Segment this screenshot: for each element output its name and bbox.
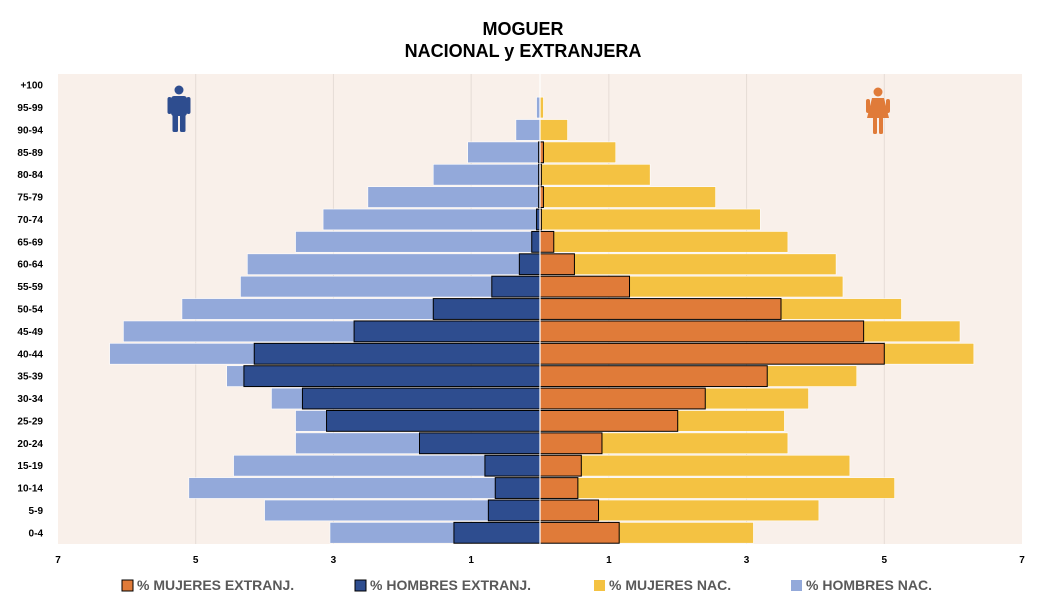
man-icon xyxy=(167,85,191,132)
bar-right-extranj-45-49 xyxy=(539,320,865,343)
bar-left-nac-90-94 xyxy=(515,119,541,141)
bar-left-nac-85-89 xyxy=(467,141,541,164)
y-tick-label: 35-39 xyxy=(17,372,43,383)
bar-right-nac-90-94 xyxy=(539,119,568,141)
x-tick-label: 1 xyxy=(468,555,474,566)
bar-right-extranj-55-59 xyxy=(539,275,631,298)
y-tick-label: 10-14 xyxy=(17,484,43,495)
legend: % MUJERES EXTRANJ. % HOMBRES EXTRANJ. % MU… xyxy=(121,577,932,593)
bar-left-extranj-55-59 xyxy=(491,275,541,298)
legend-item: % HOMBRES EXTRANJ. xyxy=(354,577,531,593)
x-tick-label: 7 xyxy=(55,555,61,566)
bar-left-nac-80-84 xyxy=(432,164,541,186)
bar-right-nac-15-19 xyxy=(539,454,851,477)
y-tick-label: 25-29 xyxy=(17,416,43,427)
y-tick-label: 55-59 xyxy=(17,282,43,293)
legend-item: % MUJERES EXTRANJ. xyxy=(121,577,294,593)
legend-label: % MUJERES EXTRANJ. xyxy=(137,577,294,593)
bar-left-extranj-35-39 xyxy=(243,365,541,388)
x-tick-label: 3 xyxy=(331,555,337,566)
bar-right-extranj-5-9 xyxy=(539,499,600,522)
x-tick-label: 5 xyxy=(882,555,888,566)
legend-swatch xyxy=(791,580,802,591)
bars xyxy=(109,74,975,544)
bar-right-extranj-65-69 xyxy=(539,230,555,253)
bar-right-extranj-50-54 xyxy=(539,298,782,320)
y-tick-label: 60-64 xyxy=(17,260,43,271)
y-tick-label: 95-99 xyxy=(17,103,43,114)
legend-swatch xyxy=(354,579,367,592)
bar-right-extranj-10-14 xyxy=(539,477,579,499)
bar-right-nac-80-84 xyxy=(539,164,651,186)
bar-left-extranj-5-9 xyxy=(487,499,541,522)
x-tick-label: 7 xyxy=(1019,555,1025,566)
bar-right-nac-65-69 xyxy=(539,231,789,253)
chart-title: MOGUER xyxy=(483,19,564,39)
bar-left-nac-60-64 xyxy=(247,253,541,275)
x-tick-label: 5 xyxy=(193,555,199,566)
bar-right-extranj-15-19 xyxy=(539,454,582,477)
bar-right-nac-85-89 xyxy=(539,141,617,164)
legend-item: % HOMBRES NAC. xyxy=(791,577,932,593)
y-tick-label: 15-19 xyxy=(17,461,43,472)
y-tick-label: 0-4 xyxy=(29,528,44,539)
bar-right-extranj-25-29 xyxy=(539,409,679,432)
bar-left-nac-70-74 xyxy=(322,208,541,231)
y-tick-label: 30-34 xyxy=(17,394,43,405)
y-tick-label: 45-49 xyxy=(17,327,43,338)
bar-left-nac-75-79 xyxy=(367,186,541,208)
bar-left-extranj-15-19 xyxy=(484,454,541,477)
bar-left-extranj-40-44 xyxy=(253,342,541,365)
y-axis-ticks: 0-4 5-9 10-14 15-19 20-24 25-29 30-34 35-39 40-4… xyxy=(17,81,43,540)
bar-right-extranj-20-24 xyxy=(539,432,603,455)
woman-icon xyxy=(866,87,890,134)
bar-right-extranj-40-44 xyxy=(539,342,885,365)
x-axis-ticks: 7 5 3 1 1 3 5 7 xyxy=(55,555,1025,566)
y-tick-label: 75-79 xyxy=(17,193,43,204)
legend-label: % HOMBRES EXTRANJ. xyxy=(370,577,531,593)
x-tick-label: 3 xyxy=(744,555,750,566)
bar-left-nac-65-69 xyxy=(295,231,541,253)
legend-item: % MUJERES NAC. xyxy=(594,577,731,593)
y-tick-label: +100 xyxy=(20,81,43,92)
bar-right-nac-70-74 xyxy=(539,208,761,231)
x-tick-label: 1 xyxy=(606,555,612,566)
y-tick-label: 90-94 xyxy=(17,125,43,136)
bar-right-extranj-0-4 xyxy=(539,521,620,544)
bar-left-extranj-45-49 xyxy=(353,320,541,343)
legend-label: % MUJERES NAC. xyxy=(609,577,731,593)
bar-left-extranj-60-64 xyxy=(518,253,541,276)
y-tick-label: 65-69 xyxy=(17,237,43,248)
bar-left-extranj-25-29 xyxy=(326,409,541,432)
y-tick-label: 50-54 xyxy=(17,305,43,316)
legend-swatch xyxy=(594,580,605,591)
y-tick-label: 70-74 xyxy=(17,215,43,226)
y-tick-label: 5-9 xyxy=(29,506,44,517)
bar-right-nac-10-14 xyxy=(539,477,895,499)
bar-left-nac-10-14 xyxy=(188,477,541,499)
bar-left-extranj-65-69 xyxy=(531,230,541,253)
legend-swatch xyxy=(121,579,134,592)
bar-left-extranj-0-4 xyxy=(453,521,541,544)
bar-left-extranj-30-34 xyxy=(301,387,541,410)
bar-left-extranj-50-54 xyxy=(432,298,541,320)
bar-left-extranj-10-14 xyxy=(494,477,541,499)
bar-right-extranj-60-64 xyxy=(539,253,575,276)
chart-subtitle: NACIONAL y EXTRANJERA xyxy=(405,41,642,61)
legend-label: % HOMBRES NAC. xyxy=(806,577,932,593)
y-tick-label: 85-89 xyxy=(17,148,43,159)
bar-right-extranj-30-34 xyxy=(539,387,706,410)
bar-right-nac-60-64 xyxy=(539,253,837,275)
bar-right-nac-75-79 xyxy=(539,186,716,208)
bar-left-extranj-20-24 xyxy=(419,432,541,455)
y-tick-label: 40-44 xyxy=(17,349,43,360)
y-tick-label: 20-24 xyxy=(17,439,43,450)
bar-right-extranj-35-39 xyxy=(539,365,768,388)
y-tick-label: 80-84 xyxy=(17,170,43,181)
